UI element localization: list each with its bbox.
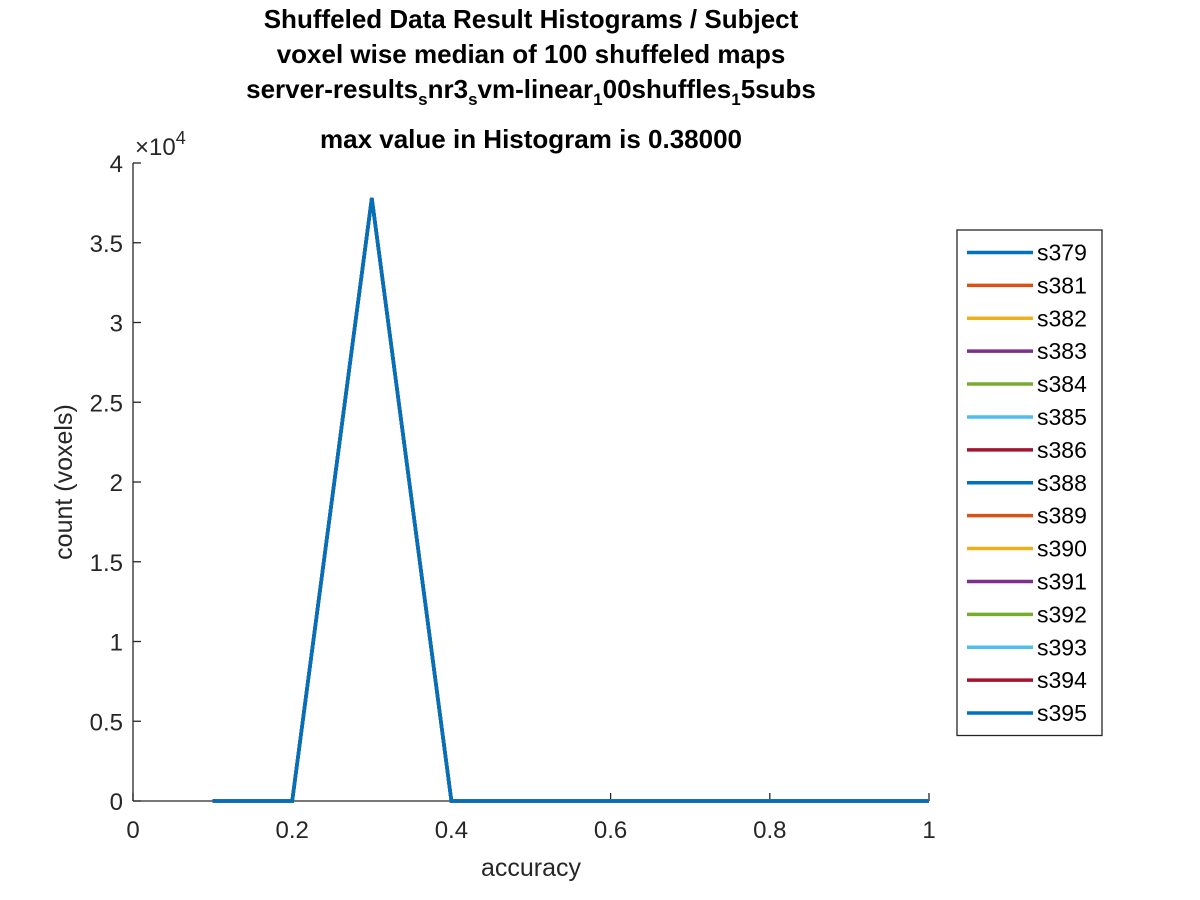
x-tick-label: 1 xyxy=(922,817,935,844)
y-tick-label: 0.5 xyxy=(90,709,123,736)
x-tick-label: 0.2 xyxy=(276,817,309,844)
y-tick-label: 3 xyxy=(110,311,123,338)
legend-label-s390[interactable]: s390 xyxy=(1037,536,1087,562)
chart-title-line-2: voxel wise median of 100 shuffeled maps xyxy=(276,39,786,69)
y-tick-label: 1.5 xyxy=(90,550,123,577)
series-line-s385 xyxy=(212,197,929,803)
series-layer xyxy=(212,197,929,803)
title-subscript: s xyxy=(418,90,428,109)
legend-label-s391[interactable]: s391 xyxy=(1037,568,1087,594)
legend-label-s393[interactable]: s393 xyxy=(1037,634,1087,660)
y-exponent-base: ×10 xyxy=(135,134,176,161)
y-tick-label: 2 xyxy=(110,470,123,497)
series-line-s391 xyxy=(212,197,929,803)
title-part: vm-linear xyxy=(477,74,594,104)
legend[interactable]: s379 s381 s382 s383 s384 s385 s386 s388 s389 s390… xyxy=(956,229,1103,737)
y-exponent-power: 4 xyxy=(176,128,186,148)
legend-label-s382[interactable]: s382 xyxy=(1037,305,1087,331)
chart-title-line-3: server-resultssnr3svm-linear100shuffles1… xyxy=(0,74,1062,108)
series-line-s393 xyxy=(212,197,929,803)
legend-label-s388[interactable]: s388 xyxy=(1037,470,1087,496)
y-tick-label: 2.5 xyxy=(90,390,123,417)
series-line-s392 xyxy=(212,197,929,803)
legend-label-s383[interactable]: s383 xyxy=(1037,338,1087,364)
y-tick-label: 0 xyxy=(110,789,123,816)
series-line-s384 xyxy=(212,197,929,803)
legend-label-s394[interactable]: s394 xyxy=(1037,667,1087,693)
y-tick-label: 1 xyxy=(110,630,123,657)
legend-label-s389[interactable]: s389 xyxy=(1037,503,1087,529)
title-part: 00shuffles xyxy=(602,74,732,104)
chart-title-line-4: max value in Histogram is 0.38000 xyxy=(320,124,742,154)
title-part: 5subs xyxy=(740,74,816,104)
series-line-s381 xyxy=(212,197,929,803)
x-tick-label: 0 xyxy=(126,817,139,844)
y-tick-label: 4 xyxy=(110,151,123,178)
legend-label-s384[interactable]: s384 xyxy=(1037,371,1087,397)
legend-label-s385[interactable]: s385 xyxy=(1037,404,1087,430)
series-line-s395 xyxy=(212,197,929,803)
x-axis-label: accuracy xyxy=(481,854,582,882)
legend-label-s381[interactable]: s381 xyxy=(1037,272,1087,298)
series-line-s389 xyxy=(212,197,929,803)
series-line-s394 xyxy=(212,197,929,803)
title-part: nr3 xyxy=(427,74,469,104)
y-axis-label: count (voxels) xyxy=(50,404,78,560)
axes: 0 0.2 0.4 0.6 0.8 100.511.522.533.54×104accur… xyxy=(50,128,936,882)
legend-label-s395[interactable]: s395 xyxy=(1037,700,1087,726)
legend-label-s392[interactable]: s392 xyxy=(1037,601,1087,627)
series-line-s388 xyxy=(212,197,929,803)
series-line-s383 xyxy=(212,197,929,803)
series-line-s386 xyxy=(212,197,929,803)
legend-label-s386[interactable]: s386 xyxy=(1037,437,1087,463)
legend-label-s379[interactable]: s379 xyxy=(1037,239,1087,265)
title-subscript: 1 xyxy=(593,90,603,109)
title-part: server-results xyxy=(246,74,419,104)
x-tick-label: 0.6 xyxy=(594,817,627,844)
x-tick-label: 0.8 xyxy=(753,817,786,844)
x-tick-label: 0.4 xyxy=(435,817,468,844)
series-line-s390 xyxy=(212,197,929,803)
series-line-s382 xyxy=(212,197,929,803)
y-exponent-label: ×104 xyxy=(135,128,186,161)
title-subscript: s xyxy=(468,90,478,109)
series-line-s379 xyxy=(212,197,929,803)
y-tick-label: 3.5 xyxy=(90,231,123,258)
chart-title-line-1: Shuffeled Data Result Histograms / Subje… xyxy=(263,4,799,34)
title-subscript: 1 xyxy=(731,90,741,109)
